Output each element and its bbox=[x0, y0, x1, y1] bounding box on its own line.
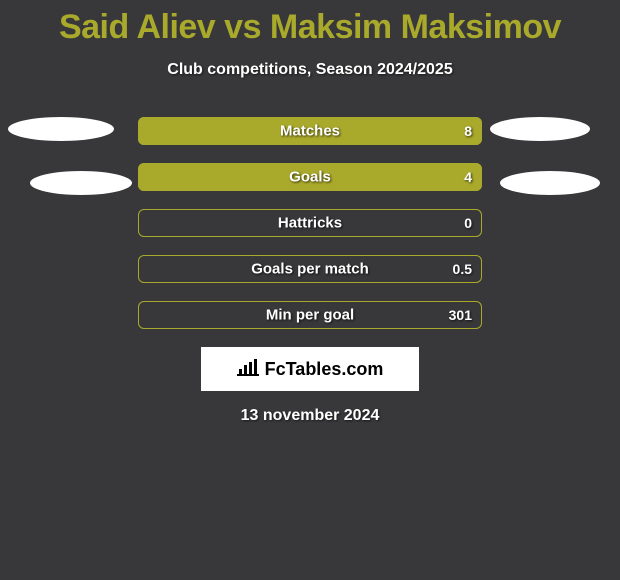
stat-row: Goals per match 0.5 bbox=[138, 255, 482, 283]
stat-label: Goals per match bbox=[251, 261, 369, 278]
stat-label: Hattricks bbox=[278, 215, 342, 232]
player-placeholder-ellipse bbox=[8, 117, 114, 141]
stat-value: 8 bbox=[464, 123, 472, 139]
stat-label: Matches bbox=[280, 123, 340, 140]
chart-icon bbox=[237, 358, 259, 381]
stat-value: 0.5 bbox=[453, 261, 472, 277]
stat-value: 0 bbox=[464, 215, 472, 231]
player-placeholder-ellipse bbox=[500, 171, 600, 195]
stat-row: Goals 4 bbox=[138, 163, 482, 191]
timestamp: 13 november 2024 bbox=[0, 407, 620, 425]
branding-text: FcTables.com bbox=[265, 359, 384, 380]
branding-box: FcTables.com bbox=[201, 347, 419, 391]
stat-row: Matches 8 bbox=[138, 117, 482, 145]
stat-label: Min per goal bbox=[266, 307, 354, 324]
stat-label: Goals bbox=[289, 169, 331, 186]
player-placeholder-ellipse bbox=[490, 117, 590, 141]
stat-value: 4 bbox=[464, 169, 472, 185]
stat-row: Hattricks 0 bbox=[138, 209, 482, 237]
stat-row: Min per goal 301 bbox=[138, 301, 482, 329]
stat-rows: Matches 8 Goals 4 Hattricks 0 Goals per match 0… bbox=[138, 117, 482, 329]
page-subtitle: Club competitions, Season 2024/2025 bbox=[0, 61, 620, 79]
player-placeholder-ellipse bbox=[30, 171, 132, 195]
comparison-content: Matches 8 Goals 4 Hattricks 0 Goals per match 0… bbox=[0, 117, 620, 329]
stat-value: 301 bbox=[449, 307, 472, 323]
page-title: Said Aliev vs Maksim Maksimov bbox=[0, 0, 620, 47]
